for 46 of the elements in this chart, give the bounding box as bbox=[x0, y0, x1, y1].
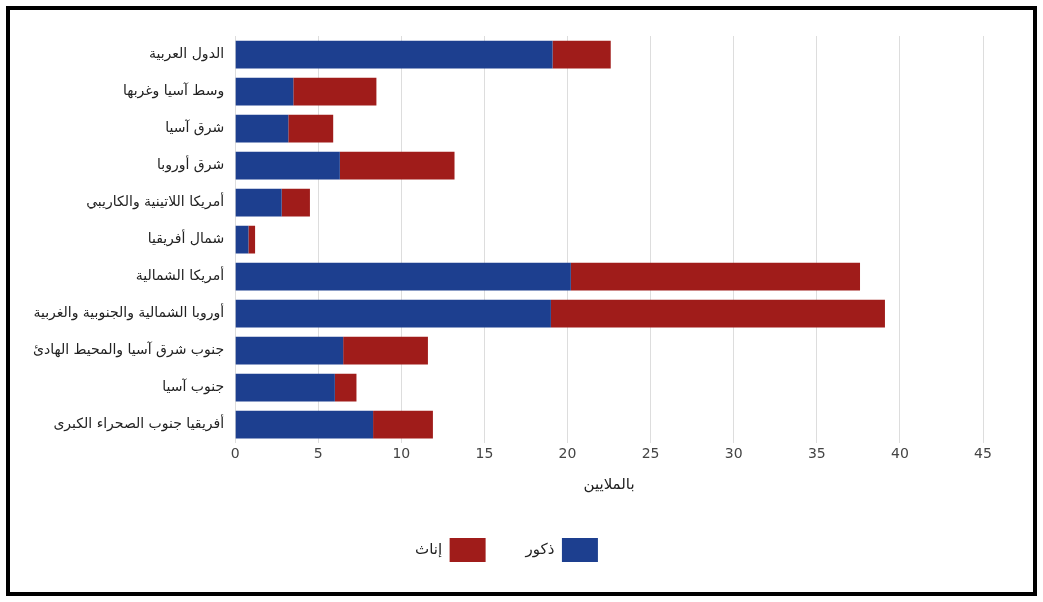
x-tick-label: 30 bbox=[724, 445, 743, 462]
y-tick-label: أفريقيا جنوب الصحراء الكبرى bbox=[53, 414, 225, 433]
bar bbox=[343, 336, 428, 365]
x-tick-label: 20 bbox=[558, 445, 577, 462]
bar bbox=[235, 373, 335, 402]
y-tick-label: شمال أفريقيا bbox=[147, 229, 225, 248]
bar bbox=[288, 114, 334, 143]
bar bbox=[235, 225, 249, 254]
bar bbox=[334, 373, 357, 402]
bar bbox=[281, 188, 310, 217]
bar bbox=[552, 40, 611, 69]
bar bbox=[235, 40, 553, 69]
bar bbox=[235, 188, 282, 217]
bar bbox=[235, 299, 551, 328]
y-tick-label: وسط آسيا وغربها bbox=[122, 82, 225, 100]
bar bbox=[570, 262, 861, 291]
y-tick-label: الدول العربية bbox=[148, 45, 225, 63]
bar bbox=[235, 151, 340, 180]
y-tick-label: جنوب شرق آسيا والمحيط الهادئ bbox=[32, 341, 225, 359]
bar bbox=[235, 336, 344, 365]
bar bbox=[235, 262, 571, 291]
x-tick-label: 35 bbox=[807, 445, 826, 462]
y-tick-label: شرق أوروبا bbox=[157, 155, 225, 174]
bar bbox=[339, 151, 455, 180]
y-tick-label: أوروبا الشمالية والجنوبية والغربية bbox=[33, 303, 225, 322]
x-tick-label: 15 bbox=[475, 445, 494, 462]
y-tick-label: شرق آسيا bbox=[165, 119, 225, 137]
y-tick-label: أمريكا اللاتينية والكاريبي bbox=[86, 192, 225, 211]
bar bbox=[235, 114, 289, 143]
x-tick-label: 0 bbox=[230, 445, 240, 462]
y-tick-label: جنوب آسيا bbox=[162, 378, 225, 396]
y-tick-label: أمريكا الشمالية bbox=[135, 266, 225, 285]
x-tick-label: 45 bbox=[974, 445, 992, 462]
x-tick-label: 40 bbox=[890, 445, 909, 462]
x-axis-title: بالملايين bbox=[583, 474, 635, 493]
legend-label: ذكور bbox=[524, 539, 555, 558]
bar bbox=[235, 77, 294, 106]
x-tick-label: 25 bbox=[641, 445, 660, 462]
bar bbox=[550, 299, 885, 328]
x-tick-label: 10 bbox=[392, 445, 411, 462]
x-tick-label: 5 bbox=[313, 445, 323, 462]
bar bbox=[235, 410, 374, 439]
legend-label: إناث bbox=[415, 539, 443, 558]
bar bbox=[293, 77, 377, 106]
bar bbox=[248, 225, 256, 254]
bar bbox=[373, 410, 433, 439]
